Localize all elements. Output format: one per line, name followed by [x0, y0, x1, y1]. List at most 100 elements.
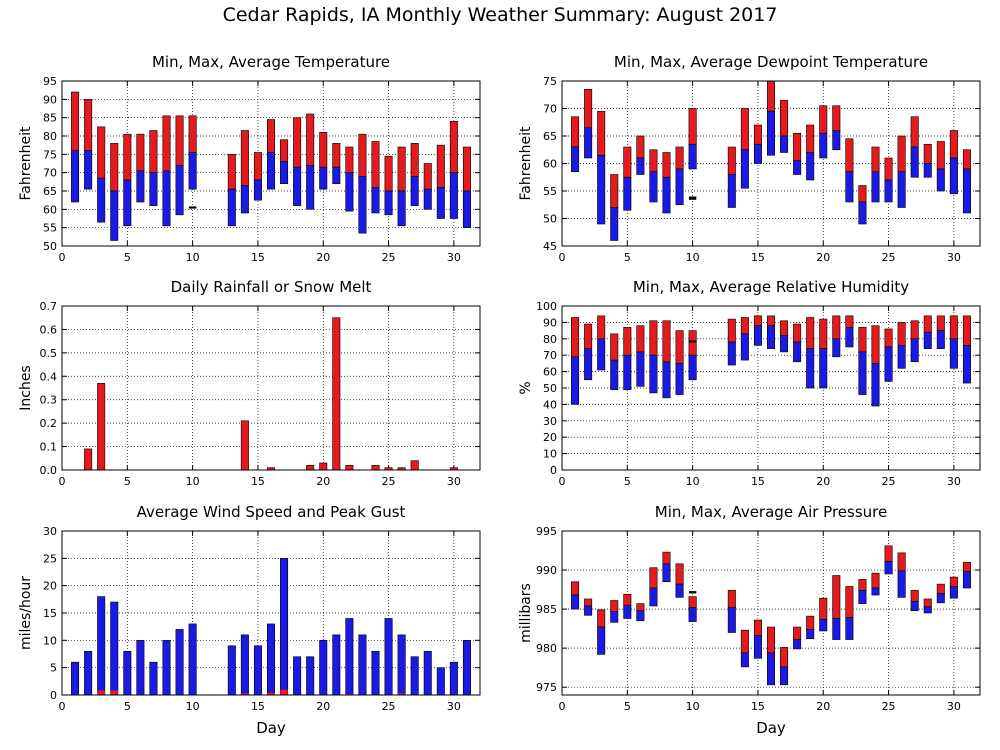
x-tick-label: 5 — [124, 251, 131, 264]
avg-min-bar — [753, 143, 762, 164]
avg-min-bar — [123, 179, 132, 227]
max-avg-bar — [253, 152, 262, 181]
y-tick-label: 0.0 — [40, 464, 58, 477]
avg-min-bar — [649, 171, 658, 203]
avg-min-bar — [636, 610, 645, 622]
gust-bar — [162, 640, 171, 696]
y-tick-label: 50 — [543, 213, 557, 226]
max-avg-bar — [571, 581, 580, 596]
x-tick-label: 0 — [559, 251, 566, 264]
max-avg-bar — [188, 115, 197, 153]
max-avg-bar — [71, 91, 80, 151]
avg-min-bar — [780, 135, 789, 153]
y-tick-label: 70 — [43, 167, 57, 180]
max-avg-bar — [423, 163, 432, 190]
y-tick-label: 95 — [43, 75, 57, 88]
x-tick-label: 10 — [186, 700, 200, 713]
max-avg-bar — [962, 315, 971, 346]
max-avg-bar — [766, 80, 775, 112]
avg-min-bar — [610, 611, 619, 623]
avg-min-bar — [462, 190, 471, 228]
avg-min-bar — [871, 171, 880, 203]
max-avg-bar — [662, 152, 671, 178]
gust-bar — [436, 667, 445, 696]
plot-frame — [61, 80, 481, 247]
gust-bar — [136, 640, 145, 696]
max-avg-bar — [162, 115, 171, 172]
max-avg-bar — [280, 139, 289, 162]
max-avg-bar — [884, 328, 893, 348]
x-tick-label: 20 — [816, 700, 830, 713]
max-avg-bar — [97, 126, 106, 179]
max-avg-bar — [793, 132, 802, 162]
chart-title: Min, Max, Average Temperature — [152, 53, 390, 71]
avg-wind-bar — [241, 693, 249, 695]
gust-bar — [266, 623, 275, 696]
max-avg-bar — [727, 146, 736, 175]
y-tick-label: 75 — [543, 75, 557, 88]
max-avg-bar — [845, 315, 854, 328]
x-tick-label: 30 — [447, 475, 461, 488]
rain-bar — [306, 465, 315, 471]
avg-min-bar — [636, 351, 645, 387]
x-tick-label: 20 — [816, 251, 830, 264]
avg-min-bar — [688, 607, 697, 622]
y-tick-label: 20 — [43, 580, 57, 593]
max-avg-bar — [636, 603, 645, 611]
extra-observation-bar — [688, 196, 697, 200]
y-tick-label: 0.1 — [40, 441, 58, 454]
avg-min-bar — [584, 605, 593, 616]
max-avg-bar — [819, 105, 828, 134]
avg-min-bar — [936, 168, 945, 192]
max-avg-bar — [623, 146, 632, 178]
max-avg-bar — [610, 333, 619, 361]
y-tick-label: 70 — [543, 349, 557, 362]
gust-bar — [410, 656, 419, 696]
extra-observation-bar — [688, 340, 697, 343]
y-tick-label: 80 — [43, 130, 57, 143]
max-avg-bar — [806, 124, 815, 153]
plot-frame — [561, 305, 981, 471]
avg-min-bar — [449, 172, 458, 219]
max-avg-bar — [175, 115, 184, 166]
gust-bar — [371, 650, 380, 696]
max-avg-bar — [136, 133, 145, 172]
avg-min-bar — [845, 171, 854, 203]
avg-min-bar — [597, 626, 606, 655]
chart-temp: Min, Max, Average Temperature50556065707… — [18, 53, 481, 264]
x-tick-label: 30 — [447, 251, 461, 264]
avg-min-bar — [623, 176, 632, 211]
avg-min-bar — [358, 176, 367, 234]
max-avg-bar — [949, 576, 958, 587]
avg-min-bar — [858, 590, 867, 604]
y-tick-label: 0.7 — [40, 300, 58, 313]
max-avg-bar — [688, 596, 697, 608]
avg-min-bar — [766, 652, 775, 686]
avg-min-bar — [766, 325, 775, 349]
x-tick-label: 15 — [251, 251, 265, 264]
max-avg-bar — [897, 322, 906, 346]
max-avg-bar — [766, 626, 775, 654]
avg-min-bar — [97, 177, 106, 223]
x-tick-label: 10 — [186, 251, 200, 264]
y-tick-label: 25 — [43, 552, 57, 565]
gust-bar — [240, 634, 249, 696]
avg-min-bar — [727, 607, 736, 633]
avg-min-bar — [806, 629, 815, 640]
max-avg-bar — [949, 130, 958, 159]
avg-min-bar — [688, 354, 697, 381]
y-tick-label: 90 — [43, 93, 57, 106]
avg-min-bar — [858, 351, 867, 395]
x-tick-label: 10 — [686, 251, 700, 264]
x-tick-label: 20 — [316, 475, 330, 488]
y-tick-label: 30 — [43, 525, 57, 538]
max-avg-bar — [358, 133, 367, 177]
x-tick-label: 20 — [316, 251, 330, 264]
x-tick-label: 5 — [624, 475, 631, 488]
avg-min-bar — [923, 331, 932, 349]
gust-bar — [280, 558, 289, 696]
x-tick-label: 15 — [751, 251, 765, 264]
max-avg-bar — [858, 327, 867, 353]
max-avg-bar — [910, 116, 919, 148]
max-avg-bar — [384, 155, 393, 192]
